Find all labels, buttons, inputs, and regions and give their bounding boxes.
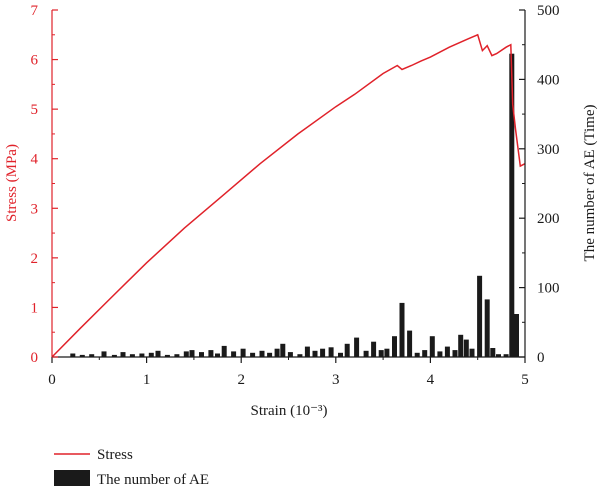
ae-bar: [139, 353, 145, 357]
ae-bars: [70, 53, 519, 357]
x-tick-label: 4: [427, 372, 435, 388]
ae-bar: [304, 346, 310, 357]
axes: [51, 9, 526, 363]
ae-bar: [189, 350, 195, 357]
ae-bar: [469, 348, 475, 357]
ae-bar: [101, 351, 107, 357]
ae-bar: [490, 348, 496, 357]
ae-bar: [89, 354, 95, 357]
ae-bar: [155, 350, 161, 357]
x-tick-label: 2: [237, 372, 245, 388]
x-tick-label: 1: [143, 372, 151, 388]
ae-bar: [129, 354, 135, 357]
ae-bar: [429, 336, 435, 357]
ae-bar: [503, 354, 509, 357]
ae-bar: [221, 345, 227, 357]
legend-ae-label: The number of AE: [97, 472, 209, 488]
ae-bar: [70, 353, 76, 357]
ae-bar: [174, 354, 180, 357]
x-tick-label: 0: [48, 372, 56, 388]
ae-bar: [259, 350, 265, 357]
ae-bar: [514, 314, 519, 357]
ae-bar: [111, 354, 117, 357]
y-right-tick-label: 100: [537, 281, 560, 297]
ae-bar: [79, 354, 85, 357]
ae-bar: [183, 351, 189, 357]
ae-bar: [274, 348, 280, 357]
ae-bar: [120, 352, 126, 357]
ae-bar: [287, 352, 293, 357]
x-tick-label: 5: [521, 372, 529, 388]
ae-bar: [437, 351, 443, 357]
y-left-tick-label: 6: [31, 53, 39, 69]
ae-bar: [444, 346, 450, 357]
y-left-tick-label: 2: [31, 251, 39, 267]
y-right-tick-label: 500: [537, 3, 560, 19]
y-right-tick-label: 300: [537, 142, 560, 158]
ae-bar: [267, 352, 273, 357]
ae-bar: [371, 341, 377, 357]
ae-bar: [215, 353, 220, 357]
y-left-tick-label: 4: [31, 152, 39, 168]
ae-bar: [297, 354, 303, 357]
y-left-tick-label: 5: [31, 102, 39, 118]
ae-bar: [399, 302, 405, 357]
ae-bar: [414, 352, 420, 357]
ae-bar: [280, 343, 286, 357]
y-right-axis-title: The number of AE (Time): [582, 105, 598, 262]
ae-bar: [452, 350, 458, 357]
ae-bar: [363, 350, 369, 357]
ae-bar: [199, 352, 204, 357]
legend-stress-label: Stress: [97, 447, 133, 463]
y-left-tick-label: 0: [31, 350, 39, 366]
y-left-axis-title: Stress (MPa): [4, 144, 20, 222]
ae-bar: [338, 352, 343, 357]
ae-bar: [231, 351, 237, 357]
ae-bar: [320, 348, 326, 357]
ae-bar: [422, 350, 428, 357]
ae-bar: [484, 299, 490, 357]
ae-bar: [312, 350, 318, 357]
ae-bar: [392, 336, 397, 357]
ae-bar: [250, 352, 256, 357]
y-left-tick-label: 1: [31, 300, 39, 316]
x-axis-title: Strain (10⁻³): [251, 403, 328, 419]
legend: Stress The number of AE: [54, 447, 209, 488]
ae-bar: [354, 337, 360, 357]
stress-line: [51, 33, 526, 358]
legend-ae-swatch: [54, 470, 90, 486]
y-right-tick-label: 0: [537, 350, 545, 366]
y-left-tick-label: 3: [31, 201, 39, 217]
ae-bar: [164, 354, 170, 357]
ae-bar: [407, 330, 413, 357]
y-right-tick-label: 200: [537, 211, 560, 227]
ae-bar: [463, 339, 469, 357]
ae-bar: [208, 350, 214, 357]
ae-bar: [148, 352, 154, 357]
ae-bar: [477, 275, 483, 357]
ae-bar: [344, 343, 350, 357]
ae-bar: [496, 354, 501, 357]
ae-bar: [240, 348, 246, 357]
y-right-tick-label: 400: [537, 72, 560, 88]
ae-bar: [384, 348, 390, 357]
y-left-tick-label: 7: [31, 3, 39, 19]
ae-bar: [458, 334, 464, 357]
x-tick-label: 3: [332, 372, 340, 388]
ae-bar: [378, 350, 384, 357]
ae-bar: [509, 53, 515, 357]
ae-bar: [328, 347, 334, 357]
